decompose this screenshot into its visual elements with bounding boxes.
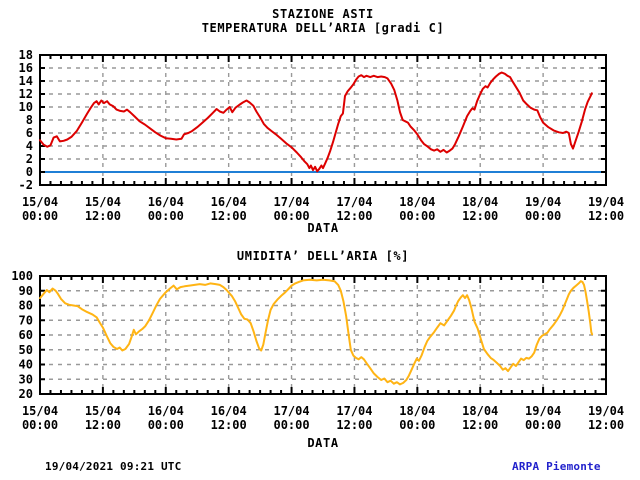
plot-group: -202468101214161815/0400:0015/0412:0016/… — [19, 48, 625, 223]
x-tick-time: 12:00 — [462, 209, 498, 223]
x-tick-date: 19/04 — [525, 195, 561, 209]
y-tick-label: 70 — [19, 313, 33, 327]
x-tick-time: 12:00 — [85, 418, 121, 432]
y-tick-label: 8 — [26, 113, 33, 127]
temperature-chart-title: TEMPERATURA DELL’ARIA [gradi C] — [201, 21, 445, 35]
x-tick-time: 00:00 — [148, 209, 184, 223]
y-tick-label: 12 — [19, 87, 33, 101]
x-tick-time: 12:00 — [462, 418, 498, 432]
x-tick-date: 18/04 — [462, 404, 498, 418]
station-title: STAZIONE ASTI — [272, 7, 374, 21]
y-tick-label: 40 — [19, 358, 33, 372]
arpa-piemonte-brand: ARPA Piemonte — [512, 460, 601, 473]
y-tick-label: 30 — [19, 372, 33, 386]
x-tick-date: 15/04 — [22, 195, 58, 209]
x-tick-date: 17/04 — [336, 195, 372, 209]
x-tick-time: 12:00 — [588, 209, 624, 223]
generated-timestamp: 19/04/2021 09:21 UTC — [45, 460, 182, 473]
x-tick-time: 00:00 — [399, 418, 435, 432]
x-tick-date: 15/04 — [22, 404, 58, 418]
y-tick-label: 90 — [19, 284, 33, 298]
x-tick-time: 00:00 — [525, 418, 561, 432]
plot-group: 203040506070809010015/0400:0015/0412:001… — [11, 269, 624, 432]
y-tick-label: 0 — [26, 165, 33, 179]
temperature-xaxis-label: DATA — [307, 221, 339, 235]
x-tick-time: 12:00 — [211, 209, 247, 223]
x-tick-date: 18/04 — [399, 404, 435, 418]
x-tick-date: 16/04 — [211, 404, 247, 418]
x-tick-time: 00:00 — [22, 418, 58, 432]
x-tick-time: 00:00 — [148, 418, 184, 432]
temperatura-line — [39, 71, 593, 173]
y-tick-label: 14 — [19, 74, 33, 88]
y-tick-label: 16 — [19, 61, 33, 75]
humidity-xaxis-label: DATA — [307, 436, 339, 450]
y-tick-label: 50 — [19, 343, 33, 357]
x-tick-date: 19/04 — [525, 404, 561, 418]
x-tick-date: 17/04 — [273, 404, 309, 418]
x-tick-date: 18/04 — [399, 195, 435, 209]
y-tick-label: 2 — [26, 152, 33, 166]
y-tick-label: 80 — [19, 299, 33, 313]
x-tick-date: 17/04 — [273, 195, 309, 209]
y-tick-label: -2 — [19, 178, 33, 192]
x-tick-time: 00:00 — [273, 209, 309, 223]
y-tick-label: 4 — [26, 139, 33, 153]
x-tick-date: 15/04 — [85, 195, 121, 209]
x-tick-time: 00:00 — [273, 418, 309, 432]
x-tick-date: 16/04 — [148, 195, 184, 209]
y-tick-label: 20 — [19, 387, 33, 401]
x-tick-time: 12:00 — [588, 418, 624, 432]
x-tick-time: 00:00 — [22, 209, 58, 223]
y-tick-label: 6 — [26, 126, 33, 140]
umidita-line — [39, 278, 594, 386]
humidity-chart-title: UMIDITA’ DELL’ARIA [%] — [236, 249, 410, 263]
y-tick-label: 10 — [19, 100, 33, 114]
x-tick-time: 00:00 — [399, 209, 435, 223]
x-tick-time: 12:00 — [336, 209, 372, 223]
x-tick-time: 12:00 — [336, 418, 372, 432]
x-tick-time: 12:00 — [211, 418, 247, 432]
x-tick-date: 15/04 — [85, 404, 121, 418]
x-tick-date: 16/04 — [148, 404, 184, 418]
x-tick-date: 19/04 — [588, 195, 624, 209]
y-tick-label: 18 — [19, 48, 33, 62]
x-tick-date: 16/04 — [211, 195, 247, 209]
y-tick-label: 100 — [11, 269, 33, 283]
x-tick-time: 00:00 — [525, 209, 561, 223]
x-tick-date: 17/04 — [336, 404, 372, 418]
x-tick-time: 12:00 — [85, 209, 121, 223]
x-tick-date: 19/04 — [588, 404, 624, 418]
x-tick-date: 18/04 — [462, 195, 498, 209]
y-tick-label: 60 — [19, 328, 33, 342]
